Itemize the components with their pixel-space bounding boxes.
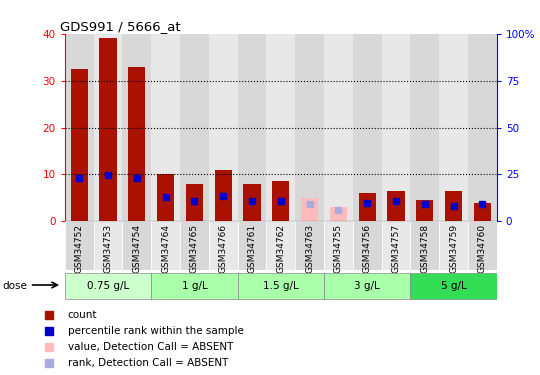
- Text: GSM34760: GSM34760: [478, 224, 487, 273]
- Bar: [324, 273, 410, 298]
- Bar: [410, 273, 497, 298]
- Text: GSM34763: GSM34763: [305, 224, 314, 273]
- Text: GSM34762: GSM34762: [276, 224, 285, 273]
- Bar: [410, 221, 439, 270]
- Bar: [65, 221, 93, 270]
- Text: GSM34759: GSM34759: [449, 224, 458, 273]
- Bar: [266, 221, 295, 270]
- Bar: [295, 221, 324, 270]
- Text: value, Detection Call = ABSENT: value, Detection Call = ABSENT: [68, 342, 233, 352]
- Bar: [301, 198, 318, 221]
- Text: 0.75 g/L: 0.75 g/L: [87, 281, 129, 291]
- Bar: [209, 221, 238, 270]
- Bar: [266, 34, 295, 221]
- Bar: [238, 221, 266, 270]
- Bar: [439, 221, 468, 270]
- Bar: [468, 221, 497, 270]
- Bar: [180, 34, 209, 221]
- Bar: [387, 191, 404, 221]
- Bar: [151, 221, 180, 270]
- Bar: [474, 202, 491, 221]
- Bar: [65, 273, 151, 298]
- Bar: [353, 34, 382, 221]
- Bar: [209, 34, 238, 221]
- Bar: [123, 34, 151, 221]
- Text: GSM34753: GSM34753: [104, 224, 112, 273]
- Text: GSM34764: GSM34764: [161, 224, 170, 273]
- Bar: [244, 184, 261, 221]
- Text: 1.5 g/L: 1.5 g/L: [263, 281, 299, 291]
- Text: GSM34766: GSM34766: [219, 224, 228, 273]
- Bar: [93, 221, 123, 270]
- Bar: [180, 221, 209, 270]
- Text: count: count: [68, 310, 97, 321]
- Text: 3 g/L: 3 g/L: [354, 281, 380, 291]
- Bar: [468, 34, 497, 221]
- Text: GSM34761: GSM34761: [247, 224, 256, 273]
- Bar: [151, 273, 238, 298]
- Text: 1 g/L: 1 g/L: [181, 281, 207, 291]
- Text: 5 g/L: 5 g/L: [441, 281, 467, 291]
- Bar: [186, 184, 203, 221]
- Bar: [123, 221, 151, 270]
- Text: GDS991 / 5666_at: GDS991 / 5666_at: [60, 20, 181, 33]
- Bar: [295, 34, 324, 221]
- Bar: [157, 174, 174, 221]
- Bar: [324, 221, 353, 270]
- Bar: [71, 69, 88, 221]
- Bar: [410, 34, 439, 221]
- Bar: [214, 170, 232, 221]
- Text: GSM34755: GSM34755: [334, 224, 343, 273]
- Text: dose: dose: [3, 281, 28, 291]
- Bar: [382, 34, 410, 221]
- Text: GSM34756: GSM34756: [363, 224, 372, 273]
- Bar: [382, 221, 410, 270]
- Bar: [416, 200, 434, 221]
- Bar: [238, 34, 266, 221]
- Text: rank, Detection Call = ABSENT: rank, Detection Call = ABSENT: [68, 358, 228, 368]
- Bar: [238, 273, 324, 298]
- Bar: [439, 34, 468, 221]
- Bar: [353, 221, 382, 270]
- Bar: [330, 207, 347, 221]
- Bar: [128, 67, 145, 221]
- Bar: [151, 34, 180, 221]
- Text: percentile rank within the sample: percentile rank within the sample: [68, 326, 244, 336]
- Text: GSM34757: GSM34757: [392, 224, 401, 273]
- Bar: [93, 34, 123, 221]
- Bar: [65, 34, 93, 221]
- Text: GSM34758: GSM34758: [420, 224, 429, 273]
- Bar: [359, 193, 376, 221]
- Text: GSM34752: GSM34752: [75, 224, 84, 273]
- Bar: [99, 39, 117, 221]
- Bar: [445, 191, 462, 221]
- Bar: [272, 182, 289, 221]
- Text: GSM34754: GSM34754: [132, 224, 141, 273]
- Bar: [324, 34, 353, 221]
- Text: GSM34765: GSM34765: [190, 224, 199, 273]
